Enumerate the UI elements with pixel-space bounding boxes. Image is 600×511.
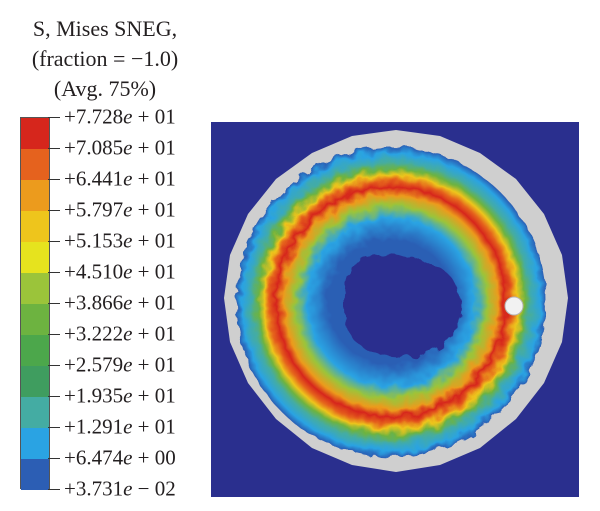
level-mantissa: +3.731 [64, 476, 124, 501]
level-mantissa: +3.866 [64, 290, 124, 315]
level-mantissa: +7.085 [64, 135, 124, 160]
legend-tick [48, 365, 60, 366]
legend-swatch [21, 366, 49, 397]
level-exponent: + 01 [137, 135, 176, 160]
legend-level-label: +2.579e + 01 [64, 352, 176, 377]
legend-swatch [21, 459, 49, 490]
level-mantissa: +4.510 [64, 259, 124, 284]
level-exponent: + 00 [137, 445, 176, 470]
legend-tick [48, 396, 60, 397]
legend-title-line-3: (Avg. 75%) [53, 76, 157, 101]
stress-contour-plot [211, 122, 579, 497]
stress-field [236, 147, 546, 457]
legend-swatch [21, 273, 49, 304]
legend-tick [48, 458, 60, 459]
level-exponent: + 01 [137, 259, 176, 284]
legend-level-label: +1.935e + 01 [64, 383, 176, 408]
legend-swatch [21, 304, 49, 335]
level-exponent: + 01 [137, 228, 176, 253]
legend-tick [48, 179, 60, 180]
legend-swatch [21, 242, 49, 273]
color-legend: +7.728e + 01 +7.085e + 01 +6.441e + 01 +5.7… [20, 105, 210, 501]
legend-tick [48, 427, 60, 428]
level-exponent: + 01 [137, 321, 176, 346]
legend-tick [48, 489, 60, 490]
level-exponent: + 01 [137, 104, 176, 129]
legend-swatch [21, 397, 49, 428]
legend-swatch [21, 180, 49, 211]
legend-title: S, Mises SNEG, (fraction = −1.0) (Avg. 7… [0, 14, 210, 104]
legend-swatch [21, 335, 49, 366]
legend-swatch [21, 428, 49, 459]
level-mantissa: +2.579 [64, 352, 124, 377]
legend-tick [48, 117, 60, 118]
level-mantissa: +6.474 [64, 445, 124, 470]
legend-tick [48, 210, 60, 211]
color-scale-bar [20, 117, 50, 490]
legend-title-line-2: (fraction = −1.0) [31, 46, 179, 71]
legend-level-label: +5.153e + 01 [64, 228, 176, 253]
legend-title-line-1: S, Mises SNEG, [32, 16, 178, 41]
legend-level-label: +1.291e + 01 [64, 414, 176, 439]
legend-level-label: +3.731e − 02 [64, 476, 176, 501]
contact-ball [504, 296, 524, 316]
level-mantissa: +6.441 [64, 166, 124, 191]
legend-tick [48, 148, 60, 149]
level-mantissa: +5.153 [64, 228, 124, 253]
legend-swatch [21, 211, 49, 242]
legend-swatch [21, 118, 49, 149]
level-exponent: + 01 [137, 352, 176, 377]
level-mantissa: +5.797 [64, 197, 124, 222]
level-exponent: + 01 [137, 383, 176, 408]
legend-level-label: +7.728e + 01 [64, 104, 176, 129]
legend-level-label: +3.866e + 01 [64, 290, 176, 315]
level-mantissa: +1.935 [64, 383, 124, 408]
level-exponent: + 01 [137, 290, 176, 315]
legend-tick [48, 303, 60, 304]
legend-level-label: +3.222e + 01 [64, 321, 176, 346]
legend-swatch [21, 149, 49, 180]
legend-level-label: +6.474e + 00 [64, 445, 176, 470]
legend-level-label: +5.797e + 01 [64, 197, 176, 222]
legend-tick [48, 334, 60, 335]
legend-tick [48, 241, 60, 242]
legend-tick [48, 272, 60, 273]
legend-level-label: +6.441e + 01 [64, 166, 176, 191]
legend-level-label: +4.510e + 01 [64, 259, 176, 284]
level-mantissa: +1.291 [64, 414, 124, 439]
legend-level-label: +7.085e + 01 [64, 135, 176, 160]
level-exponent: − 02 [137, 476, 176, 501]
level-exponent: + 01 [137, 414, 176, 439]
level-mantissa: +7.728 [64, 104, 124, 129]
level-exponent: + 01 [137, 166, 176, 191]
level-exponent: + 01 [137, 197, 176, 222]
level-mantissa: +3.222 [64, 321, 124, 346]
